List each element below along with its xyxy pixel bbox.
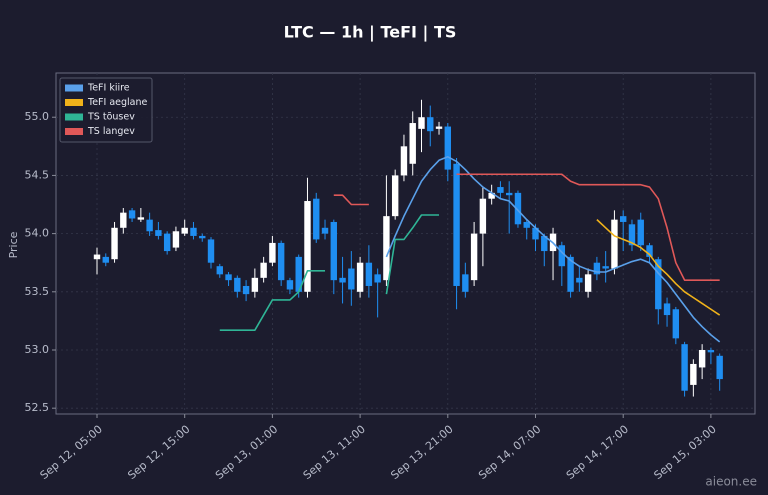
candle-body [435,126,443,129]
candle-body [277,242,285,281]
candle-body [655,259,662,310]
candle-body [216,266,223,275]
candle-body [681,344,688,391]
candle-body [155,230,162,236]
candle-body [707,349,715,353]
candle-body [584,274,592,292]
candle-body [444,126,451,170]
candle-body [462,274,469,292]
candle-body [111,227,118,260]
candle-body [207,239,215,263]
candle-body [672,309,680,339]
candle-body [199,235,206,239]
y-tick-label: 54.0 [25,227,50,240]
candle-body [348,268,355,290]
y-axis-label: Price [7,231,20,258]
candle-body [242,285,250,295]
candle-body [453,163,460,286]
candle-body [234,277,241,292]
candle-body [163,233,171,252]
candle-body [251,277,259,292]
legend-swatch [65,113,83,121]
candle-body [611,219,618,269]
candle-body [637,219,644,246]
candle-body [225,274,232,281]
y-tick-label: 55.0 [25,110,50,123]
chart-title: LTC — 1h | TeFI | TS [284,23,457,43]
candle-body [488,192,495,199]
candle-body [321,227,329,234]
candle-body [286,280,294,290]
candle-body [374,274,381,283]
legend-label: TS tõusev [87,112,135,123]
candle-body [260,262,267,278]
candle-body [514,192,522,225]
candle-body [181,227,188,234]
legend-box [59,77,153,143]
candle-body [93,254,101,260]
candle-body [313,198,320,240]
line-series [219,214,440,331]
candle-body [541,235,548,252]
candle-body [593,262,601,275]
legend-label: TS langev [87,126,135,137]
candle-body [409,123,416,164]
y-tick-label: 52.5 [25,401,50,414]
legend-label: TeFI kiire [87,83,130,94]
candle-body [558,245,566,267]
line-series [333,173,720,281]
candle-body [383,216,390,281]
candle-body [698,349,706,368]
candle-body [137,217,145,220]
legend-swatch [65,99,83,106]
candle-body [505,192,513,196]
candle-body [576,277,583,283]
candle-body [523,221,530,228]
legend-swatch [65,128,83,135]
candle-body [128,210,136,219]
candle-body [479,198,487,234]
candle-body [365,262,373,286]
y-tick-label: 53.0 [25,343,50,356]
candle-body [646,245,653,257]
legend-label: TeFI aeglane [87,97,147,108]
watermark: aieon.ee [705,475,757,489]
candle-body [716,355,723,380]
legend-swatch [65,84,83,92]
candle-body [628,224,636,246]
y-tick-label: 53.5 [25,285,50,298]
candle-body [427,117,434,132]
candle-body [690,363,697,385]
candle-body [620,216,627,222]
y-tick-label: 54.5 [25,168,50,181]
line-series [385,156,721,343]
candle-body [532,227,539,240]
candle-body [602,266,609,269]
candle-body [470,233,478,281]
candle-body [356,262,364,292]
candle-body [497,187,504,193]
candle-body [304,201,311,292]
candle-body [418,117,425,129]
candle-body [102,256,109,263]
candle-body [567,256,574,292]
candle-body [295,256,302,292]
line-series [596,219,721,316]
candle-body [391,175,399,217]
candle-body [190,227,197,236]
legend: TeFI kiire TeFI aeglane TS tõusev TS langev [59,77,153,143]
candle-body [269,242,276,263]
marks [93,99,723,397]
candle-body [400,146,408,176]
candle-body [663,303,671,316]
candle-body [120,212,127,228]
candle-body [146,219,153,232]
candle-body [330,221,337,281]
candle-body [339,277,346,283]
candle-body [172,231,180,248]
plot-frame [55,72,756,415]
